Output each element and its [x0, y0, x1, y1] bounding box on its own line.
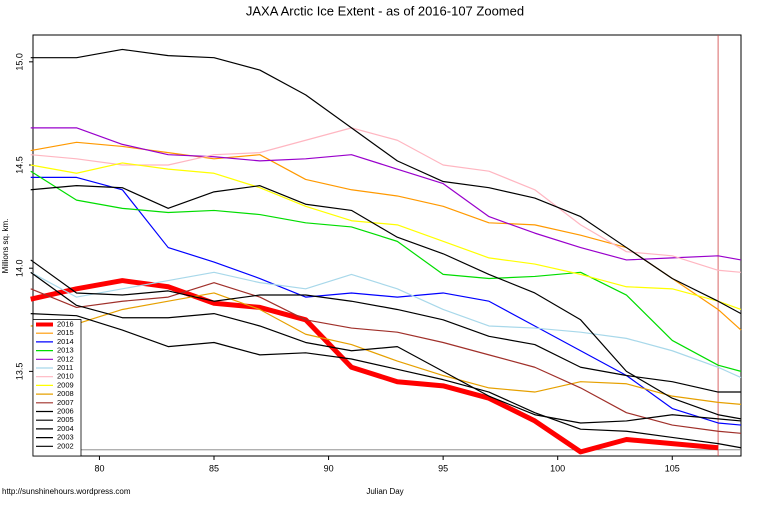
x-axis-label: Julian Day — [366, 487, 403, 496]
y-axis-label: Millions sq. km. — [1, 219, 10, 274]
legend-label: 2012 — [57, 354, 74, 363]
legend-label: 2003 — [57, 433, 74, 442]
y-tick-label: 14.0 — [14, 259, 24, 277]
series-line — [30, 271, 742, 379]
y-tick-label: 15.0 — [14, 53, 24, 71]
source: http://sunshinehours.wordpress.com — [2, 487, 131, 496]
legend-label: 2011 — [57, 363, 73, 372]
series-line — [30, 313, 742, 449]
legend-label: 2014 — [57, 337, 74, 346]
legend-label: 2008 — [57, 389, 74, 398]
series-line — [30, 141, 742, 331]
y-tick-label: 13.5 — [14, 363, 24, 381]
legend-label: 2006 — [57, 406, 74, 415]
x-tick-label: 100 — [550, 463, 565, 473]
legend-label: 2002 — [57, 441, 74, 450]
chart-title: JAXA Arctic Ice Extent - as of 2016-107 … — [246, 3, 524, 18]
series-line — [30, 127, 742, 273]
series-line — [30, 271, 742, 424]
series-line — [30, 185, 742, 420]
legend-label: 2016 — [57, 319, 74, 328]
series-line — [30, 278, 719, 455]
y-tick-label: 14.5 — [14, 156, 24, 174]
x-tick-label: 95 — [438, 463, 448, 473]
legend-label: 2005 — [57, 415, 74, 424]
series-line — [30, 176, 742, 426]
series-line — [30, 162, 742, 311]
x-tick-label: 80 — [94, 463, 104, 473]
series-line — [30, 48, 742, 315]
series-line — [30, 170, 742, 372]
plot-frame — [32, 34, 742, 457]
series-line — [30, 259, 741, 393]
series-line — [30, 282, 742, 434]
legend-label: 2004 — [57, 424, 74, 433]
series-line — [30, 127, 742, 261]
legend-label: 2010 — [57, 372, 74, 381]
x-tick-label: 90 — [324, 463, 334, 473]
series-line — [30, 292, 742, 406]
legend-label: 2009 — [57, 380, 74, 389]
x-tick-label: 105 — [665, 463, 680, 473]
legend-label: 2015 — [57, 328, 74, 337]
legend-label: 2013 — [57, 346, 74, 355]
legend-label: 2007 — [57, 398, 74, 407]
x-tick-label: 85 — [209, 463, 219, 473]
